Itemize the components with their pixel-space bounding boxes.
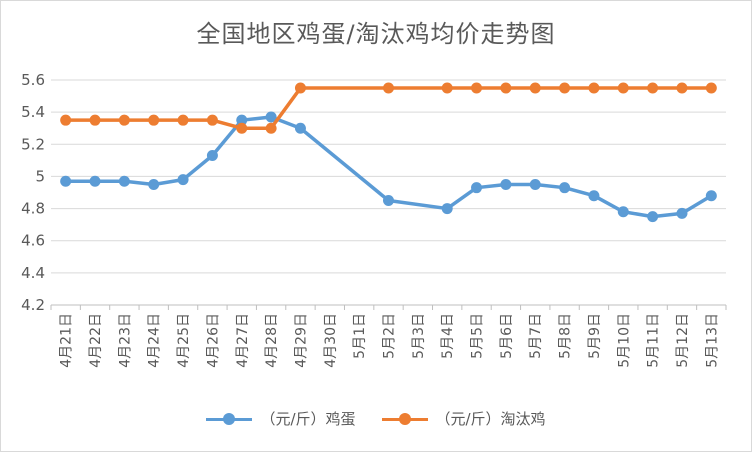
x-tick-label: 5月8日 [558,313,574,359]
x-tick-label: 4月25日 [176,313,192,368]
data-point-series-1 [383,82,394,94]
data-point-series-0 [705,190,717,202]
data-point-series-1 [559,82,571,94]
y-tick-label: 5.6 [21,71,45,89]
x-tick-label: 5月3日 [411,313,427,359]
x-tick-label: 5月1日 [352,313,368,359]
data-point-series-1 [705,82,717,94]
data-point-series-1 [236,122,248,134]
x-tick-label: 4月26日 [205,313,221,368]
legend-swatch-egg [206,412,253,426]
x-tick-label: 5月11日 [646,313,662,368]
data-point-series-1 [148,114,160,126]
y-tick-label: 4.8 [21,200,45,218]
data-point-series-0 [177,174,189,186]
x-tick-label: 4月24日 [147,313,163,368]
data-point-series-0 [118,175,130,187]
data-point-series-0 [236,114,248,126]
data-point-series-0 [588,190,600,202]
y-tick-label: 4.2 [21,296,45,314]
x-tick-label: 4月22日 [88,313,104,368]
data-point-series-1 [206,114,218,126]
chart-title: 全国地区鸡蛋/淘汰鸡均价走势图 [196,20,556,48]
y-tick-label: 5.2 [21,135,45,153]
y-tick-label: 5 [35,167,45,185]
y-tick-label: 5.4 [21,103,45,121]
data-point-series-0 [559,182,571,194]
legend-item-culled-hen[interactable]: （元/斤）淘汰鸡 [381,408,546,429]
x-tick-label: 4月21日 [59,313,75,368]
data-point-series-1 [177,114,189,126]
x-tick-label: 5月7日 [528,313,544,359]
x-tick-label: 4月30日 [323,313,339,368]
legend-swatch-culled-hen [381,412,428,426]
x-tick-label: 4月28日 [264,313,280,368]
data-point-series-1 [500,82,512,94]
data-point-series-0 [647,211,659,223]
x-tick-label: 4月23日 [117,313,133,368]
data-point-series-1 [588,82,600,94]
y-tick-label: 4.6 [21,232,45,250]
data-point-series-1 [60,114,72,126]
data-point-series-1 [617,82,629,94]
series-line-1 [63,86,714,130]
x-tick-label: 4月29日 [293,313,309,368]
data-point-series-0 [60,175,72,187]
legend-label-culled-hen: （元/斤）淘汰鸡 [435,410,546,428]
data-point-series-0 [441,203,453,215]
legend-label-egg: （元/斤）鸡蛋 [260,410,356,428]
data-point-series-0 [294,122,306,134]
x-tick-label: 4月27日 [235,313,251,368]
x-tick-label: 5月9日 [587,313,603,359]
data-point-series-1 [118,114,130,126]
data-point-series-0 [617,206,629,218]
x-tick-label: 5月12日 [675,313,691,368]
x-tick-label: 5月10日 [616,313,632,368]
data-point-series-1 [471,82,483,94]
x-tick-label: 5月13日 [704,313,720,368]
data-point-series-0 [148,178,160,190]
data-point-series-0 [471,182,483,194]
x-tick-label: 5月4日 [440,313,456,359]
data-point-series-1 [529,82,541,94]
data-point-series-1 [647,82,659,94]
y-tick-label: 4.4 [21,264,45,282]
data-point-series-0 [265,111,277,123]
x-tick-label: 5月6日 [499,313,515,359]
data-point-series-0 [89,175,101,187]
data-point-series-1 [294,82,306,94]
data-point-series-0 [529,178,541,190]
data-point-series-1 [441,82,453,94]
data-point-series-0 [500,178,512,190]
x-tick-label: 5月5日 [470,313,486,359]
data-point-series-1 [265,122,277,134]
data-point-series-1 [89,114,101,126]
legend: （元/斤）鸡蛋 （元/斤）淘汰鸡 [0,408,752,429]
data-point-series-0 [206,150,218,162]
legend-item-egg[interactable]: （元/斤）鸡蛋 [206,408,356,429]
data-point-series-1 [676,82,688,94]
x-tick-label: 5月2日 [382,313,398,359]
data-point-series-0 [676,207,688,219]
data-point-series-0 [383,195,394,207]
